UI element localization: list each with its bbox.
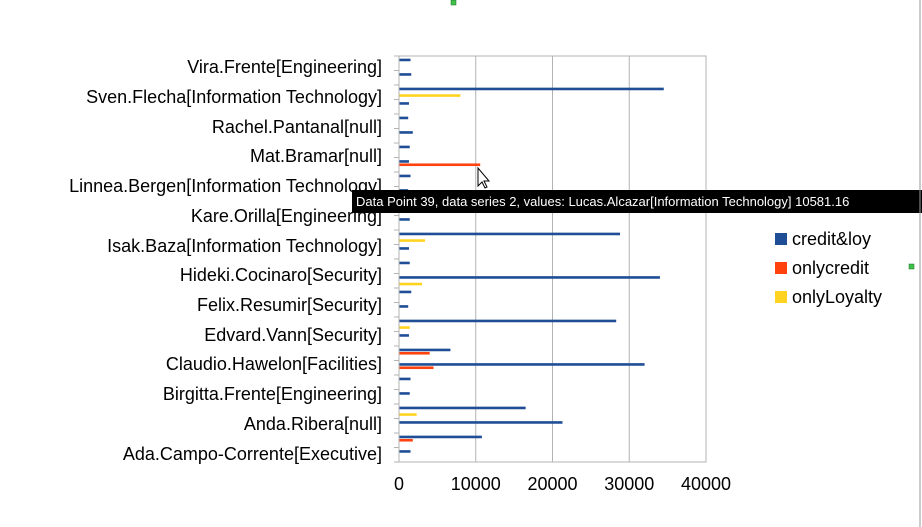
- legend-label: onlycredit: [792, 258, 869, 278]
- bar-credit-loy[interactable]: [399, 348, 451, 352]
- category-label: Edvard.Vann[Security]: [204, 325, 382, 345]
- category-label: Mat.Bramar[null]: [250, 146, 382, 166]
- category-label: Isak.Baza[Information Technology]: [107, 236, 382, 256]
- bar-credit-loy[interactable]: [399, 73, 412, 76]
- legend: credit&loy onlycredit onlyLoyalty: [775, 229, 882, 307]
- bar-credit-loy[interactable]: [399, 363, 645, 366]
- bar-credit-loy[interactable]: [399, 406, 526, 410]
- x-tick-label: 0: [394, 474, 404, 494]
- bar-credit-loy[interactable]: [399, 160, 409, 163]
- axes: [394, 55, 706, 463]
- legend-swatch: [775, 291, 787, 303]
- bar-credit-loy[interactable]: [399, 290, 412, 294]
- category-label: Linnea.Bergen[Information Technology]: [69, 176, 382, 196]
- bar-credit-loy[interactable]: [399, 319, 617, 323]
- legend-label: onlyLoyalty: [792, 287, 882, 307]
- category-label: Kare.Orilla[Engineering]: [191, 206, 382, 226]
- bar-credit-loy[interactable]: [399, 334, 409, 337]
- bar-onlyloyalty[interactable]: [399, 413, 417, 416]
- tooltip-background: [352, 190, 922, 213]
- legend-label: credit&loy: [792, 229, 871, 249]
- bar-credit-loy[interactable]: [399, 450, 411, 453]
- x-tick-label: 30000: [604, 474, 654, 494]
- bar-onlyloyalty[interactable]: [399, 239, 426, 242]
- bar-onlycredit[interactable]: [399, 438, 413, 442]
- grid-lines: [398, 55, 707, 463]
- category-labels: Vira.Frente[Engineering] Sven.Flecha[Info…: [69, 57, 382, 464]
- bar-onlyloyalty[interactable]: [399, 326, 410, 329]
- bar-credit-loy[interactable]: [399, 218, 410, 221]
- category-label: Vira.Frente[Engineering]: [187, 57, 382, 77]
- tooltip-text: Data Point 39, data series 2, values: Lu…: [356, 194, 849, 209]
- bar-credit-loy[interactable]: [399, 435, 482, 439]
- bar-onlycredit[interactable]: [399, 163, 481, 167]
- legend-swatch: [775, 233, 787, 245]
- x-tick-label: 20000: [527, 474, 577, 494]
- category-label: Hideki.Cocinaro[Security]: [180, 265, 382, 285]
- category-label: Ada.Campo-Corrente[Executive]: [123, 444, 382, 464]
- bar-onlyloyalty[interactable]: [399, 94, 461, 97]
- selection-handle-right[interactable]: [908, 263, 915, 270]
- category-label: Felix.Resumir[Security]: [197, 295, 382, 315]
- bar-credit-loy[interactable]: [399, 102, 409, 105]
- category-label: Anda.Ribera[null]: [244, 414, 382, 434]
- bar-credit-loy[interactable]: [399, 247, 409, 250]
- bar-credit-loy[interactable]: [399, 232, 621, 236]
- bar-onlycredit[interactable]: [399, 366, 434, 370]
- legend-swatch: [775, 262, 787, 274]
- bar-credit-loy[interactable]: [399, 87, 664, 91]
- bar-credit-loy[interactable]: [399, 131, 413, 134]
- x-tick-labels: 0 10000 20000 30000 40000: [394, 474, 731, 494]
- x-tick-label: 10000: [451, 474, 501, 494]
- bars: [399, 58, 664, 453]
- bar-credit-loy[interactable]: [399, 116, 409, 120]
- data-point-tooltip: Data Point 39, data series 2, values: Lu…: [352, 190, 922, 213]
- bar-credit-loy[interactable]: [399, 261, 410, 265]
- bar-credit-loy[interactable]: [399, 174, 411, 178]
- category-label: Birgitta.Frente[Engineering]: [163, 384, 382, 404]
- bar-credit-loy[interactable]: [399, 276, 660, 279]
- bar-credit-loy[interactable]: [399, 58, 411, 62]
- bar-onlyloyalty[interactable]: [399, 282, 423, 286]
- category-label: Sven.Flecha[Information Technology]: [86, 87, 382, 107]
- category-label: Claudio.Hawelon[Facilities]: [166, 354, 382, 374]
- category-label: Rachel.Pantanal[null]: [212, 117, 382, 137]
- bar-credit-loy[interactable]: [399, 392, 410, 395]
- mouse-pointer-icon: [477, 166, 491, 189]
- x-tick-label: 40000: [681, 474, 731, 494]
- selection-handle-top[interactable]: [450, 0, 457, 6]
- bar-credit-loy[interactable]: [399, 421, 563, 424]
- bar-onlycredit[interactable]: [399, 351, 430, 355]
- bar-credit-loy[interactable]: [399, 145, 410, 149]
- bar-credit-loy[interactable]: [399, 305, 409, 308]
- bar-credit-loy[interactable]: [399, 377, 411, 381]
